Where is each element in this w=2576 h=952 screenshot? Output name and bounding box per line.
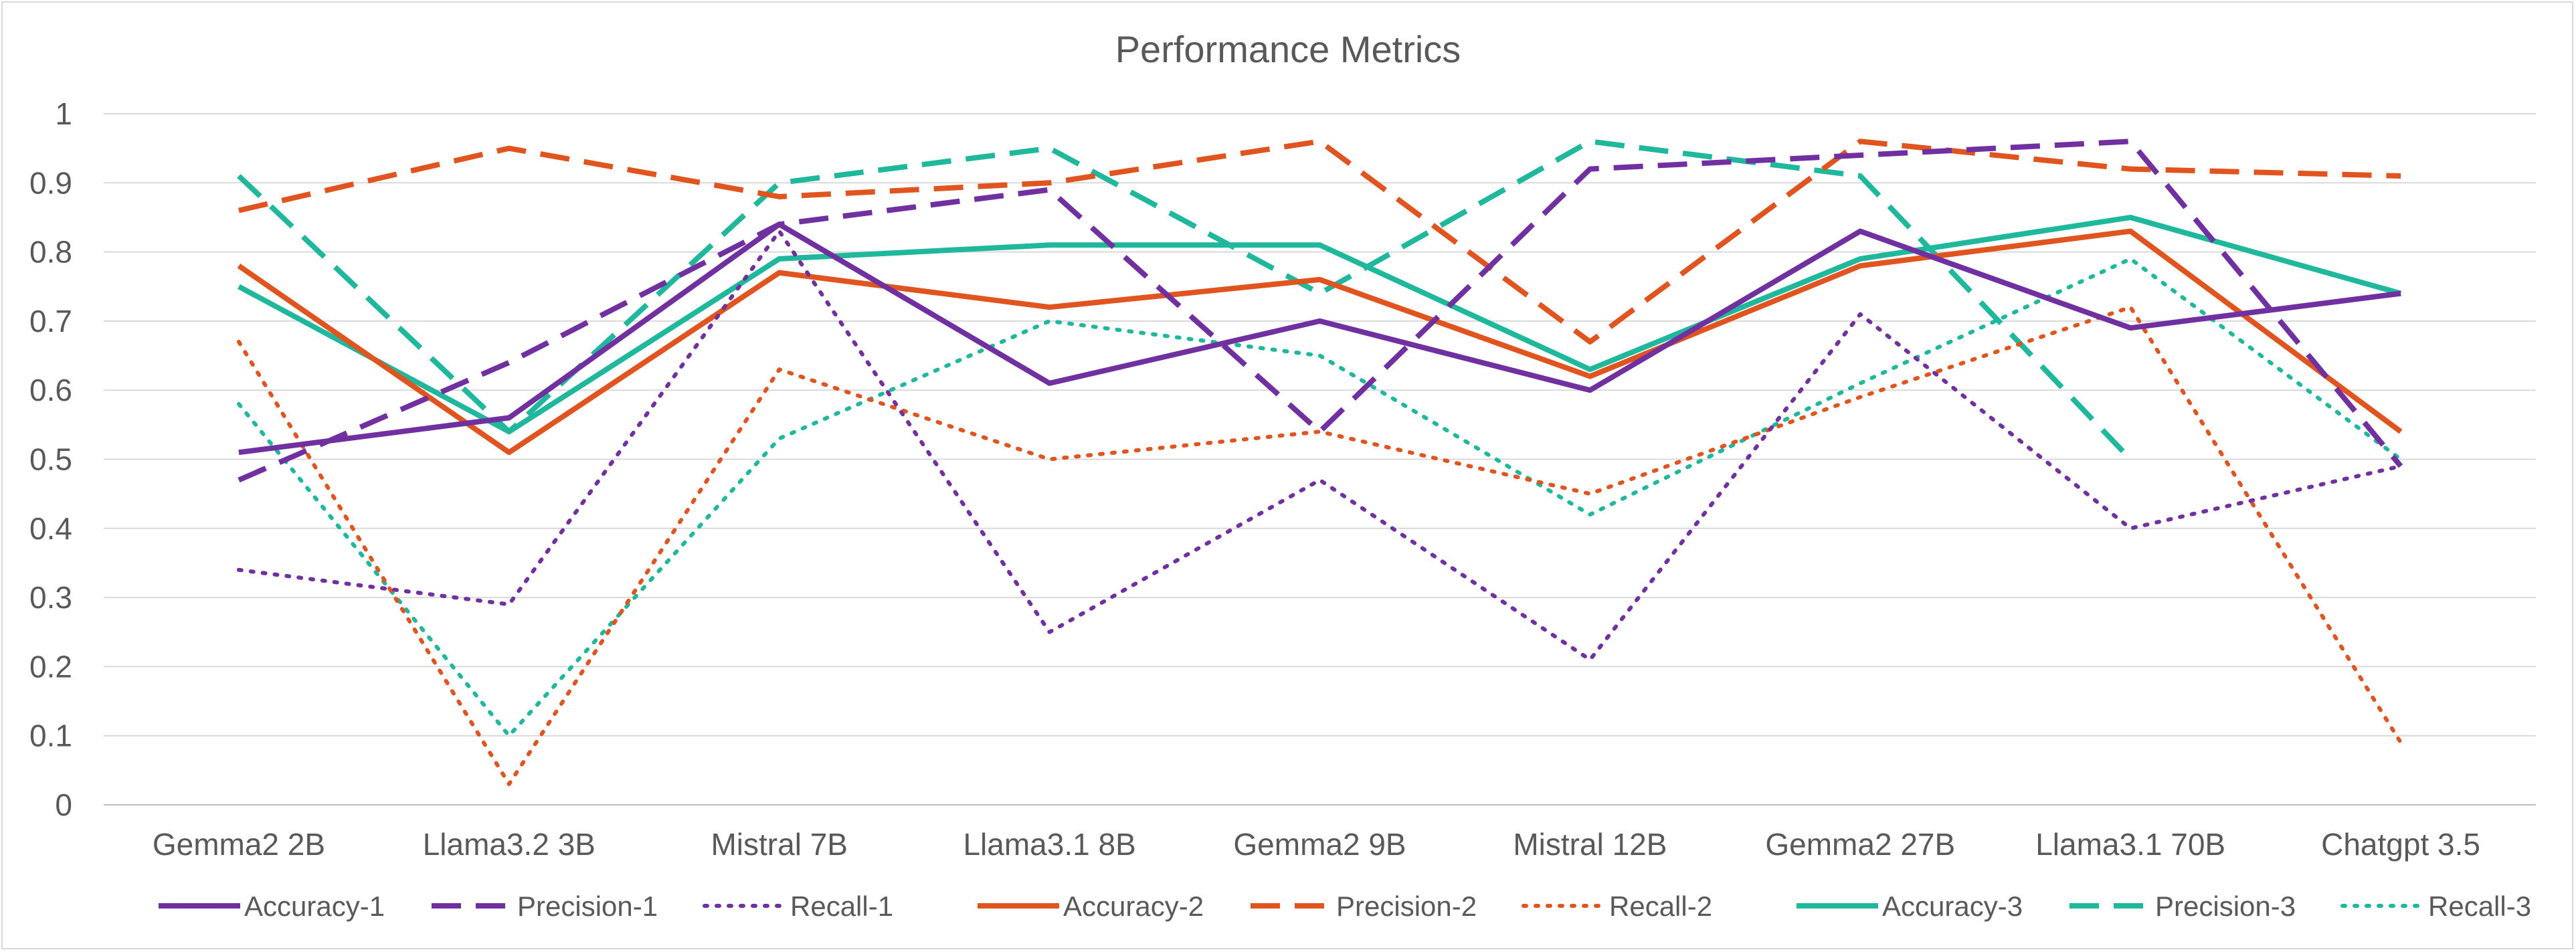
legend-label: Recall-1: [790, 890, 893, 922]
y-tick-label: 0.9: [29, 165, 72, 200]
x-tick-label: Mistral 7B: [711, 827, 847, 862]
series-recall-3: [236, 256, 2403, 738]
legend-item: Recall-3: [2340, 890, 2531, 922]
series-accuracy-3: [238, 215, 2402, 435]
y-tick-label: 0.4: [29, 511, 72, 546]
legend-label: Accuracy-3: [1882, 890, 2023, 922]
legend-label: Accuracy-2: [1063, 890, 1204, 922]
series-line: [238, 215, 2402, 435]
x-tick-label: Llama3.1 8B: [963, 827, 1135, 862]
y-tick-label: 0.8: [29, 235, 72, 270]
legend-label: Recall-2: [1609, 890, 1712, 922]
legend-item: Precision-1: [432, 890, 658, 922]
series-line: [237, 138, 2133, 462]
legend-item: Accuracy-1: [159, 890, 385, 922]
legend-item: Accuracy-2: [978, 890, 1204, 922]
x-axis-ticks: Gemma2 2B Llama3.2 3B Mistral 7B Llama3.1 8…: [153, 827, 2480, 862]
grid-lines: [104, 113, 2536, 805]
series-line: [236, 256, 2403, 738]
series-recall-1: [236, 229, 2403, 662]
legend: Accuracy-1 Precision-1 Recall-1 Accuracy-2 P…: [159, 890, 2531, 922]
legend-label: Accuracy-1: [244, 890, 385, 922]
legend-item: Recall-2: [1522, 890, 1712, 922]
x-tick-label: Gemma2 9B: [1233, 827, 1406, 862]
series-accuracy-2: [237, 228, 2403, 456]
x-tick-label: Llama3.1 70B: [2035, 827, 2225, 862]
y-tick-label: 0: [55, 787, 72, 822]
series-line: [236, 229, 2403, 662]
series-recall-2: [236, 305, 2403, 786]
series-line: [236, 305, 2403, 786]
y-tick-label: 1: [55, 96, 72, 131]
y-axis-ticks: 0 0.1 0.2 0.3 0.4 0.5 0.6 0.7 0.8 0.9 1: [29, 96, 72, 822]
series-line: [238, 138, 2401, 345]
y-tick-label: 0.1: [29, 719, 72, 753]
x-tick-label: Llama3.2 3B: [423, 827, 595, 862]
legend-label: Precision-2: [1336, 890, 1477, 922]
x-tick-label: Gemma2 27B: [1765, 827, 1955, 862]
y-tick-label: 0.3: [29, 580, 72, 615]
series-line: [237, 228, 2403, 456]
x-tick-label: Mistral 12B: [1513, 827, 1667, 862]
y-tick-label: 0.5: [29, 442, 72, 477]
legend-label: Recall-3: [2428, 890, 2531, 922]
series-accuracy-1: [238, 221, 2401, 456]
legend-label: Precision-3: [2155, 890, 2296, 922]
legend-label: Precision-1: [517, 890, 658, 922]
legend-item: Recall-1: [703, 890, 893, 922]
series-precision-3: [237, 138, 2133, 462]
legend-item: Precision-2: [1251, 890, 1477, 922]
series-lines: [236, 138, 2403, 786]
y-tick-label: 0.7: [29, 304, 72, 339]
x-tick-label: Gemma2 2B: [153, 827, 325, 862]
y-tick-label: 0.6: [29, 373, 72, 407]
series-precision-2: [238, 138, 2401, 345]
chart-title: Performance Metrics: [1115, 28, 1461, 70]
y-tick-label: 0.2: [29, 649, 72, 684]
x-tick-label: Chatgpt 3.5: [2321, 827, 2480, 862]
legend-item: Accuracy-3: [1797, 890, 2023, 922]
series-line: [238, 221, 2401, 456]
legend-item: Precision-3: [2069, 890, 2296, 922]
